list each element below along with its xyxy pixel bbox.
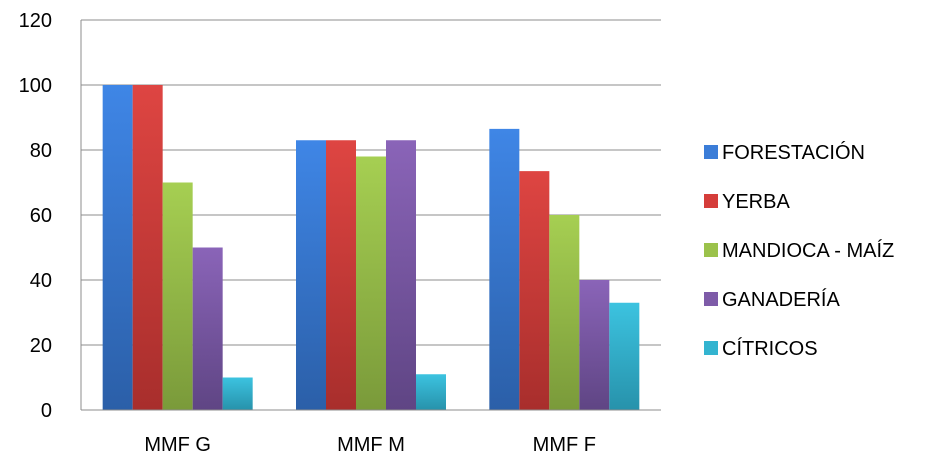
legend-label: YERBA	[722, 191, 790, 213]
bar-yerba-mmf-m	[326, 140, 356, 410]
legend-label: GANADERÍA	[722, 288, 840, 311]
x-tick-label: MMF F	[533, 434, 596, 456]
bar-c-tricos-mmf-f	[609, 302, 640, 410]
bars	[102, 85, 640, 410]
bar-mandioca-ma-z-mmf-m	[356, 156, 386, 410]
bar-yerba-mmf-f	[519, 171, 550, 410]
x-tick-label: MMF M	[337, 434, 405, 456]
axes	[80, 20, 661, 411]
bar-ganader-a-mmf-g	[192, 247, 223, 410]
y-tick-label: 0	[41, 400, 52, 422]
legend-label: CÍTRICOS	[722, 337, 818, 360]
legend-swatch	[704, 243, 718, 257]
bar-ganader-a-mmf-m	[386, 140, 416, 410]
y-tick-label: 80	[30, 140, 52, 162]
y-tick-label: 100	[19, 75, 52, 97]
bar-forestaci-n-mmf-f	[489, 128, 520, 410]
y-tick-label: 120	[19, 10, 52, 32]
legend-swatch	[704, 292, 718, 306]
bar-mandioca-ma-z-mmf-g	[162, 182, 193, 410]
bar-ganader-a-mmf-f	[579, 280, 610, 410]
bar-forestaci-n-mmf-g	[102, 85, 133, 410]
legend-label: MANDIOCA - MAÍZ	[722, 239, 894, 262]
legend-swatch	[704, 145, 718, 159]
y-axis-ticks: 0 20 40 60 80 100 120	[19, 10, 52, 422]
bar-mandioca-ma-z-mmf-f	[549, 215, 580, 410]
legend-swatch	[704, 341, 718, 355]
legend-label: FORESTACIÓN	[722, 141, 865, 164]
bar-c-tricos-mmf-g	[222, 377, 253, 410]
legend-swatch	[704, 194, 718, 208]
y-tick-label: 60	[30, 205, 52, 227]
bar-c-tricos-mmf-m	[416, 374, 446, 410]
bar-forestaci-n-mmf-m	[296, 140, 326, 410]
y-tick-label: 40	[30, 270, 52, 292]
y-tick-label: 20	[30, 335, 52, 357]
x-axis-ticks: MMF G MMF M MMF F	[144, 434, 596, 456]
legend: FORESTACIÓN YERBA MANDIOCA - MAÍZ GANADERÍA…	[704, 141, 894, 360]
x-tick-label: MMF G	[144, 434, 211, 456]
bar-yerba-mmf-g	[132, 85, 163, 410]
